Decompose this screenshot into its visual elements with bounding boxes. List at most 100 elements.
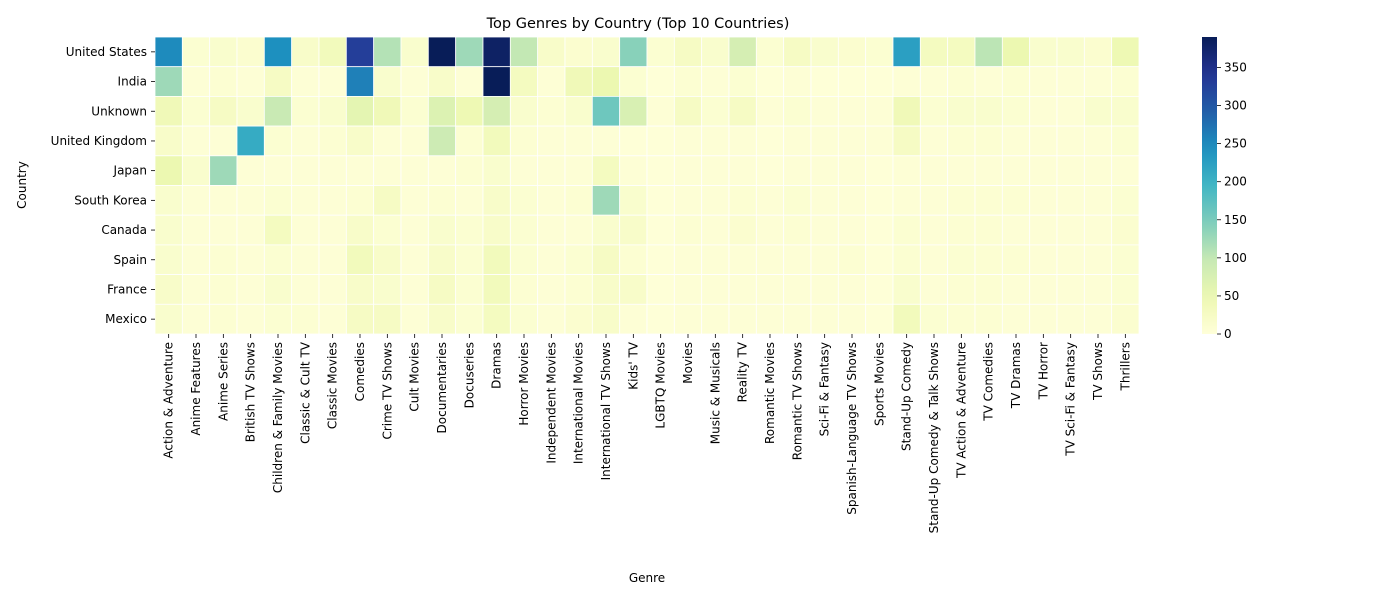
heatmap-cell: [482, 155, 511, 186]
heatmap-cell: [646, 244, 675, 275]
heatmap-cell: [673, 303, 703, 335]
heatmap-cell: [482, 274, 511, 305]
heatmap-cell: [783, 274, 812, 305]
heatmap-cell: [919, 303, 949, 335]
heatmap-cell: [1029, 303, 1058, 335]
heatmap-cell: [291, 185, 320, 216]
heatmap-cell: [947, 274, 976, 305]
heatmap-cell: [537, 66, 566, 97]
heatmap-cell: [455, 36, 484, 68]
heatmap-cell: [537, 303, 566, 335]
heatmap-cell: [209, 66, 238, 97]
heatmap-cell: [974, 244, 1003, 275]
heatmap-cell: [646, 36, 675, 68]
heatmap-cell: [591, 36, 621, 68]
heatmap-cell: [509, 125, 539, 157]
x-tick-label: Docuseries: [462, 342, 476, 408]
heatmap-cell: [673, 214, 703, 246]
heatmap-cell: [755, 185, 785, 216]
heatmap-cell: [619, 66, 648, 97]
x-tick-label: Dramas: [490, 342, 504, 389]
heatmap-cell: [427, 214, 457, 246]
heatmap-cell: [728, 125, 757, 157]
heatmap-cell: [865, 303, 894, 335]
x-axis-ticks: Action & Adventure Anime Features Anime Se…: [162, 334, 1132, 533]
heatmap-cell: [318, 244, 347, 275]
heatmap-cell: [673, 66, 703, 97]
x-tick-label: Stand-Up Comedy & Talk Shows: [927, 342, 941, 533]
x-tick-label: Anime Features: [189, 342, 203, 436]
heatmap-cell: [837, 125, 867, 157]
heatmap-cell: [564, 155, 593, 186]
heatmap-cell: [236, 125, 265, 157]
heatmap-cell: [345, 214, 375, 246]
heatmap-cell: [482, 36, 511, 68]
heatmap-cell: [755, 66, 785, 97]
heatmap-cell: [974, 125, 1003, 157]
x-tick-label: Movies: [681, 342, 695, 384]
heatmap-cell: [865, 36, 894, 68]
x-tick-label: Independent Movies: [544, 342, 558, 464]
heatmap-cell: [263, 66, 293, 97]
heatmap-cell: [181, 274, 211, 305]
heatmap-cell: [947, 214, 976, 246]
heatmap-cell: [1111, 214, 1140, 246]
heatmap-cell: [865, 244, 894, 275]
heatmap-cell: [728, 96, 757, 127]
heatmap-cell: [1111, 66, 1140, 97]
heatmap-cell: [509, 274, 539, 305]
heatmap-cell: [783, 125, 812, 157]
heatmap-cell: [947, 125, 976, 157]
heatmap-cell: [537, 214, 566, 246]
x-tick-label: Romantic Movies: [763, 342, 777, 444]
heatmap-cell: [892, 244, 921, 275]
heatmap-cell: [455, 125, 484, 157]
heatmap-cell: [673, 155, 703, 186]
heatmap-cell: [1056, 36, 1085, 68]
heatmap-cell: [728, 244, 757, 275]
heatmap-cell: [482, 185, 511, 216]
heatmap-cell: [345, 303, 375, 335]
heatmap-cell: [1111, 96, 1140, 127]
heatmap-cell: [1056, 66, 1085, 97]
heatmap-cell: [263, 155, 293, 186]
heatmap-cell: [755, 274, 785, 305]
heatmap-cell: [1083, 36, 1113, 68]
heatmap-cell: [701, 125, 730, 157]
heatmap-cell: [373, 96, 402, 127]
heatmap-cell: [537, 125, 566, 157]
heatmap-cell: [400, 244, 429, 275]
heatmap-cell: [728, 155, 757, 186]
heatmap-cell: [154, 36, 183, 68]
heatmap-cell: [755, 214, 785, 246]
heatmap-cell: [646, 66, 675, 97]
heatmap-cell: [455, 244, 484, 275]
y-tick-label: South Korea: [74, 193, 147, 207]
heatmap-cell: [564, 125, 593, 157]
heatmap-cell: [1001, 155, 1031, 186]
heatmap-cell: [154, 244, 183, 275]
heatmap-cell: [591, 274, 621, 305]
heatmap-cell: [892, 155, 921, 186]
y-tick-label: France: [107, 282, 147, 296]
heatmap-cell: [482, 66, 511, 97]
heatmap-cell: [810, 303, 839, 335]
x-tick-label: TV Shows: [1091, 342, 1105, 401]
heatmap-cell: [1001, 274, 1031, 305]
y-tick-label: Japan: [113, 164, 147, 178]
heatmap-cell: [236, 214, 265, 246]
heatmap-cell: [537, 155, 566, 186]
heatmap-cell: [1029, 36, 1058, 68]
heatmap-cell: [427, 125, 457, 157]
heatmap-cell: [154, 214, 183, 246]
heatmap-cell: [892, 303, 921, 335]
colorbar: 0 50 100 150 200 250 300 350: [1202, 37, 1247, 341]
x-tick-label: Sports Movies: [872, 342, 886, 426]
heatmap-cell: [974, 274, 1003, 305]
heatmap-cell: [236, 274, 265, 305]
heatmap-cell: [291, 244, 320, 275]
heatmap-cell: [1056, 155, 1085, 186]
heatmap-cell: [591, 185, 621, 216]
heatmap-cell: [209, 214, 238, 246]
heatmap-cell: [1001, 125, 1031, 157]
